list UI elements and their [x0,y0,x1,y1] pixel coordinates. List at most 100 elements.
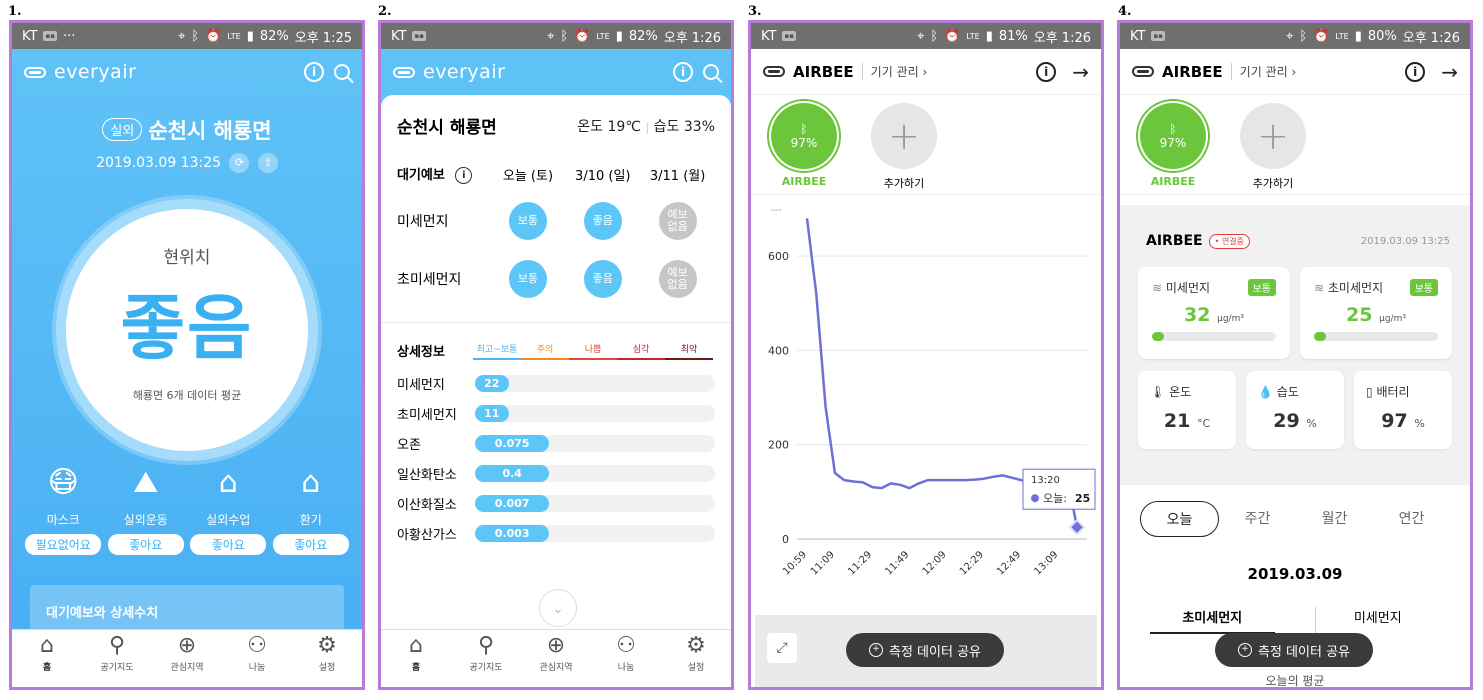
device-manage-link[interactable]: 기기 관리 › [861,63,1027,80]
info-icon[interactable]: i [1405,61,1426,82]
forecast-days-row: 대기예보 i 오늘 (토) 3/10 (일) 3/11 (월) [381,164,731,184]
tab-pm25[interactable]: 초미세먼지 [1150,607,1275,634]
device-battery: 97% [790,136,818,150]
nav-label: 설정 [318,663,336,673]
nav-favorites[interactable]: ⊕ 관심지역 [152,630,222,687]
temp-value: 19℃ [607,118,642,135]
activity-class[interactable]: ⌂ 실외수업 좋아요 [190,465,267,555]
nav-share[interactable]: ⚇ 나눔 [591,630,661,687]
device-airbee[interactable]: ᛒ 97% AIRBEE [1140,103,1206,194]
signal-icon: ▮ [985,28,993,44]
app-header: everyair i [381,49,731,95]
battery-card: ▯ 배터리 97 % [1354,371,1452,449]
activity-value: 좋아요 [107,534,184,555]
add-device-button[interactable]: + 추가하기 [871,103,937,194]
nav-home[interactable]: ⌂ 홈 [12,630,82,687]
activity-ventilation[interactable]: ⌂ 환기 좋아요 [272,465,349,555]
humidity-card: 💧 습도 29 % [1246,371,1344,449]
device-circle: ᛒ 97% [1140,103,1206,169]
info-icon[interactable]: i [304,62,324,82]
share-icon[interactable]: ⇪ [257,153,278,173]
expand-icon[interactable]: ⤢ [767,633,797,663]
search-icon[interactable] [703,64,719,80]
pm-label: ≋ 초미세먼지 [1314,281,1384,295]
nav-favorites[interactable]: ⊕ 관심지역 [521,630,591,687]
detail-label: 오존 [397,437,421,453]
activity-mask[interactable]: 😷 마스크 필요없어요 [25,465,102,555]
info-icon[interactable]: i [1036,61,1057,82]
forecast-day: 3/10 (일) [575,168,631,184]
device-manage-link[interactable]: 기기 관리 › [1230,63,1396,80]
period-tabs: 오늘 주간 월간 연간 [1120,485,1470,537]
arrow-right-icon[interactable]: → [1072,59,1089,84]
tooltip-series: 오늘: [1043,492,1067,505]
wind-icon: ≋ [1152,281,1163,295]
time-label: 오후 1:26 [1033,30,1091,46]
carrier-badge-icon: ▪▪ [782,31,796,41]
plus-circle-icon: ⊕ [546,633,566,658]
bluetooth-icon: ᛒ [930,28,939,44]
y-tick-label: 400 [768,344,789,357]
pm-bar [1152,332,1276,341]
detail-row: 오존 0.075 [381,428,731,458]
legend-item: 주의 [521,342,569,360]
x-tick-label: 11:09 [809,549,837,577]
nav-settings[interactable]: ⚙ 설정 [661,630,731,687]
tab-monthly[interactable]: 월간 [1321,511,1348,527]
arrow-right-icon[interactable]: → [1441,59,1458,84]
device-airbee[interactable]: ᛒ 97% AIRBEE [771,103,837,194]
nav-home[interactable]: ⌂ 홈 [381,630,451,687]
map-pin-icon: ⚲ [108,633,126,658]
carrier-label: KT [761,28,777,44]
y-tick-label: 200 [768,439,789,452]
carrier-label: KT [1130,28,1146,44]
chevron-down-icon[interactable]: ⌄ [539,589,577,627]
nav-settings[interactable]: ⚙ 설정 [292,630,362,687]
mask-icon: 😷 [47,465,79,500]
info-icon[interactable]: i [673,62,693,82]
measure-datetime: 2019.03.09 13:25 [1360,235,1450,247]
refresh-icon[interactable]: ⟳ [229,153,250,173]
divider [381,322,731,323]
pm25-card[interactable]: ≋ 초미세먼지 보통 25 μg/m³ [1300,267,1452,359]
detail-bar: 0.003 [475,524,715,542]
device-header: AIRBEE 기기 관리 › i → [1120,49,1470,95]
time-label: 오후 1:25 [294,30,352,46]
info-icon[interactable]: i [455,167,473,184]
nav-map[interactable]: ⚲ 공기지도 [82,630,152,687]
pm-label: ≋ 미세먼지 [1152,281,1211,295]
add-device-button[interactable]: + 추가하기 [1240,103,1306,194]
nav-map[interactable]: ⚲ 공기지도 [451,630,521,687]
signal-icon: ▮ [246,28,254,44]
people-icon: ⚇ [616,633,636,658]
nav-label: 공기지도 [100,663,134,673]
detail-row: 이산화질소 0.007 [381,488,731,518]
nav-label: 설정 [687,663,705,673]
detail-label: 이산화질소 [397,497,457,513]
tab-yearly[interactable]: 연간 [1398,511,1425,527]
alarm-icon: ⏰ [1313,28,1330,44]
status-bar: KT ▪▪ ⌖ ᛒ ⏰ LTE ▮ 82% 오후 1:26 [381,23,731,49]
carrier-label: KT [22,28,38,44]
y-tick-label: 0 [782,533,789,546]
activity-exercise[interactable]: ⛰ 실외운동 좋아요 [107,465,184,555]
pin-plus-icon: + [869,643,883,657]
pm-value: 25 μg/m³ [1346,304,1406,326]
notification-dots: ··· [62,28,76,44]
forecast-bubble: 예보 없음 [658,260,697,298]
detail-bar-fill: 0.4 [475,464,550,482]
share-data-button[interactable]: + 측정 데이터 공유 [1215,633,1373,667]
tooltip-time: 13:20 [1031,475,1060,486]
nav-share[interactable]: ⚇ 나눔 [222,630,292,687]
weather-meta: 온도 19℃ | 습도 33% [577,118,715,135]
tab-weekly[interactable]: 주간 [1244,511,1271,527]
device-label: AIRBEE [781,175,827,188]
status-bar: KT ▪▪ ⌖ ᛒ ⏰ LTE ▮ 81% 오후 1:26 [751,23,1101,49]
pm10-card[interactable]: ≋ 미세먼지 보통 32 μg/m³ [1138,267,1290,359]
search-icon[interactable] [334,64,350,80]
tab-pm10[interactable]: 미세먼지 [1314,607,1441,634]
detail-label: 아황산가스 [397,527,457,543]
share-data-button[interactable]: + 측정 데이터 공유 [846,633,1004,667]
carrier-badge-icon: ▪▪ [43,31,57,41]
tab-today[interactable]: 오늘 [1140,501,1219,537]
